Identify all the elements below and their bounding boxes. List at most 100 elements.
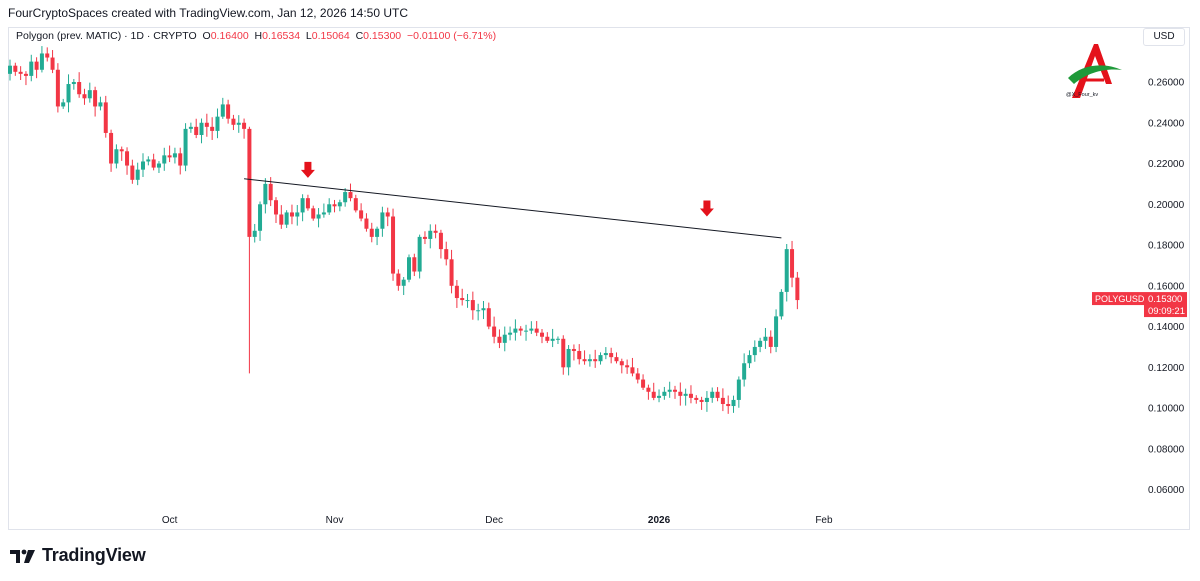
low-label: L: [305, 30, 312, 42]
time-tick-label: Oct: [162, 515, 178, 526]
change-value: −0.01100 (−6.71%): [406, 30, 497, 42]
candle-body: [188, 126, 193, 129]
price-tick-label: 0.10000: [1148, 404, 1185, 415]
candle-body: [518, 328, 523, 331]
candle-body: [332, 204, 337, 207]
candle-body: [364, 218, 369, 229]
candle-body: [77, 82, 82, 95]
symbol-tag-label: POLYGUSD: [1095, 294, 1145, 304]
candle-body: [619, 361, 624, 366]
candle-body: [422, 236, 427, 239]
candle-body: [566, 348, 571, 368]
candle-body: [45, 53, 50, 58]
candle-body: [710, 391, 715, 398]
candle-body: [598, 355, 603, 362]
candle-body: [167, 155, 172, 158]
candle-body: [790, 249, 795, 278]
candle-body: [667, 389, 672, 392]
candle-body: [550, 338, 555, 341]
candle-body: [529, 328, 534, 331]
overlays-group: [244, 161, 782, 239]
candle-body: [784, 249, 789, 292]
candle-body: [178, 153, 183, 166]
candle-body: [587, 359, 592, 362]
close-value: 0.15300: [363, 30, 402, 42]
candle-body: [98, 102, 103, 107]
candle-body: [204, 122, 209, 127]
candle-body: [492, 326, 497, 337]
candle-body: [571, 348, 576, 352]
candle-body: [71, 82, 76, 85]
candle-body: [407, 257, 411, 280]
candle-body: [502, 334, 507, 343]
candle-body: [438, 232, 443, 250]
candle-body: [252, 230, 257, 237]
candle-body: [401, 279, 406, 286]
candle-body: [641, 379, 646, 388]
low-value: 0.15064: [311, 30, 350, 42]
candle-body: [359, 210, 364, 219]
time-tick-label: Feb: [815, 515, 833, 526]
currency-button[interactable]: USD: [1143, 28, 1185, 46]
candle-body: [220, 104, 225, 117]
candle-body: [130, 165, 135, 180]
price-tick-label: 0.20000: [1148, 200, 1185, 211]
symbol-title[interactable]: Polygon (prev. MATIC) · 1D · CRYPTO: [16, 30, 197, 42]
candle-body: [396, 273, 401, 286]
candle-body: [268, 183, 273, 201]
candle-body: [29, 61, 34, 76]
candle-body: [284, 212, 289, 225]
candle-body: [109, 132, 114, 164]
candle-body: [577, 351, 582, 360]
candle-body: [688, 393, 693, 398]
candle-body: [289, 212, 294, 217]
bar-countdown: 09:09:21: [1148, 306, 1185, 317]
candle-body: [279, 214, 284, 225]
author-logo-icon: [1068, 44, 1122, 98]
price-tick-label: 0.12000: [1148, 363, 1185, 374]
candle-body: [465, 300, 470, 302]
candle-body: [657, 395, 662, 398]
candle-body: [13, 65, 18, 72]
candle-body: [316, 214, 321, 219]
candle-body: [720, 397, 725, 405]
candle-body: [742, 363, 747, 380]
candle-body: [524, 330, 529, 332]
candle-body: [561, 338, 566, 368]
candle-body: [311, 208, 316, 219]
candle-body: [114, 149, 119, 164]
candle-body: [172, 153, 177, 158]
candle-body: [103, 102, 108, 133]
candle-body: [508, 332, 513, 335]
candle-body: [609, 353, 614, 358]
candle-body: [156, 163, 161, 168]
candle-body: [343, 192, 348, 203]
candle-body: [23, 73, 28, 76]
candle-body: [162, 155, 167, 164]
candle-body: [768, 336, 773, 347]
candle-body: [412, 257, 417, 272]
candle-body: [66, 84, 71, 103]
price-tick-label: 0.14000: [1148, 322, 1185, 333]
candle-body: [215, 116, 220, 131]
candle-body: [231, 118, 236, 125]
candle-body: [369, 228, 374, 237]
chart-caption: FourCryptoSpaces created with TradingVie…: [8, 6, 408, 20]
price-tick-label: 0.26000: [1148, 78, 1185, 89]
candle-body: [428, 230, 433, 239]
candle-body: [545, 336, 550, 341]
candle-body: [242, 122, 247, 129]
candle-body: [295, 212, 300, 217]
candle-body: [454, 285, 459, 299]
tradingview-logo[interactable]: TradingView: [10, 545, 146, 566]
candle-body: [353, 198, 358, 211]
price-tick-label: 0.06000: [1148, 485, 1185, 496]
candle-body: [635, 373, 640, 380]
candle-body: [50, 57, 55, 70]
candle-body: [497, 336, 502, 343]
candle-body: [247, 128, 252, 237]
candle-body: [263, 183, 268, 205]
candle-body: [444, 249, 449, 260]
candle-body: [274, 200, 278, 215]
